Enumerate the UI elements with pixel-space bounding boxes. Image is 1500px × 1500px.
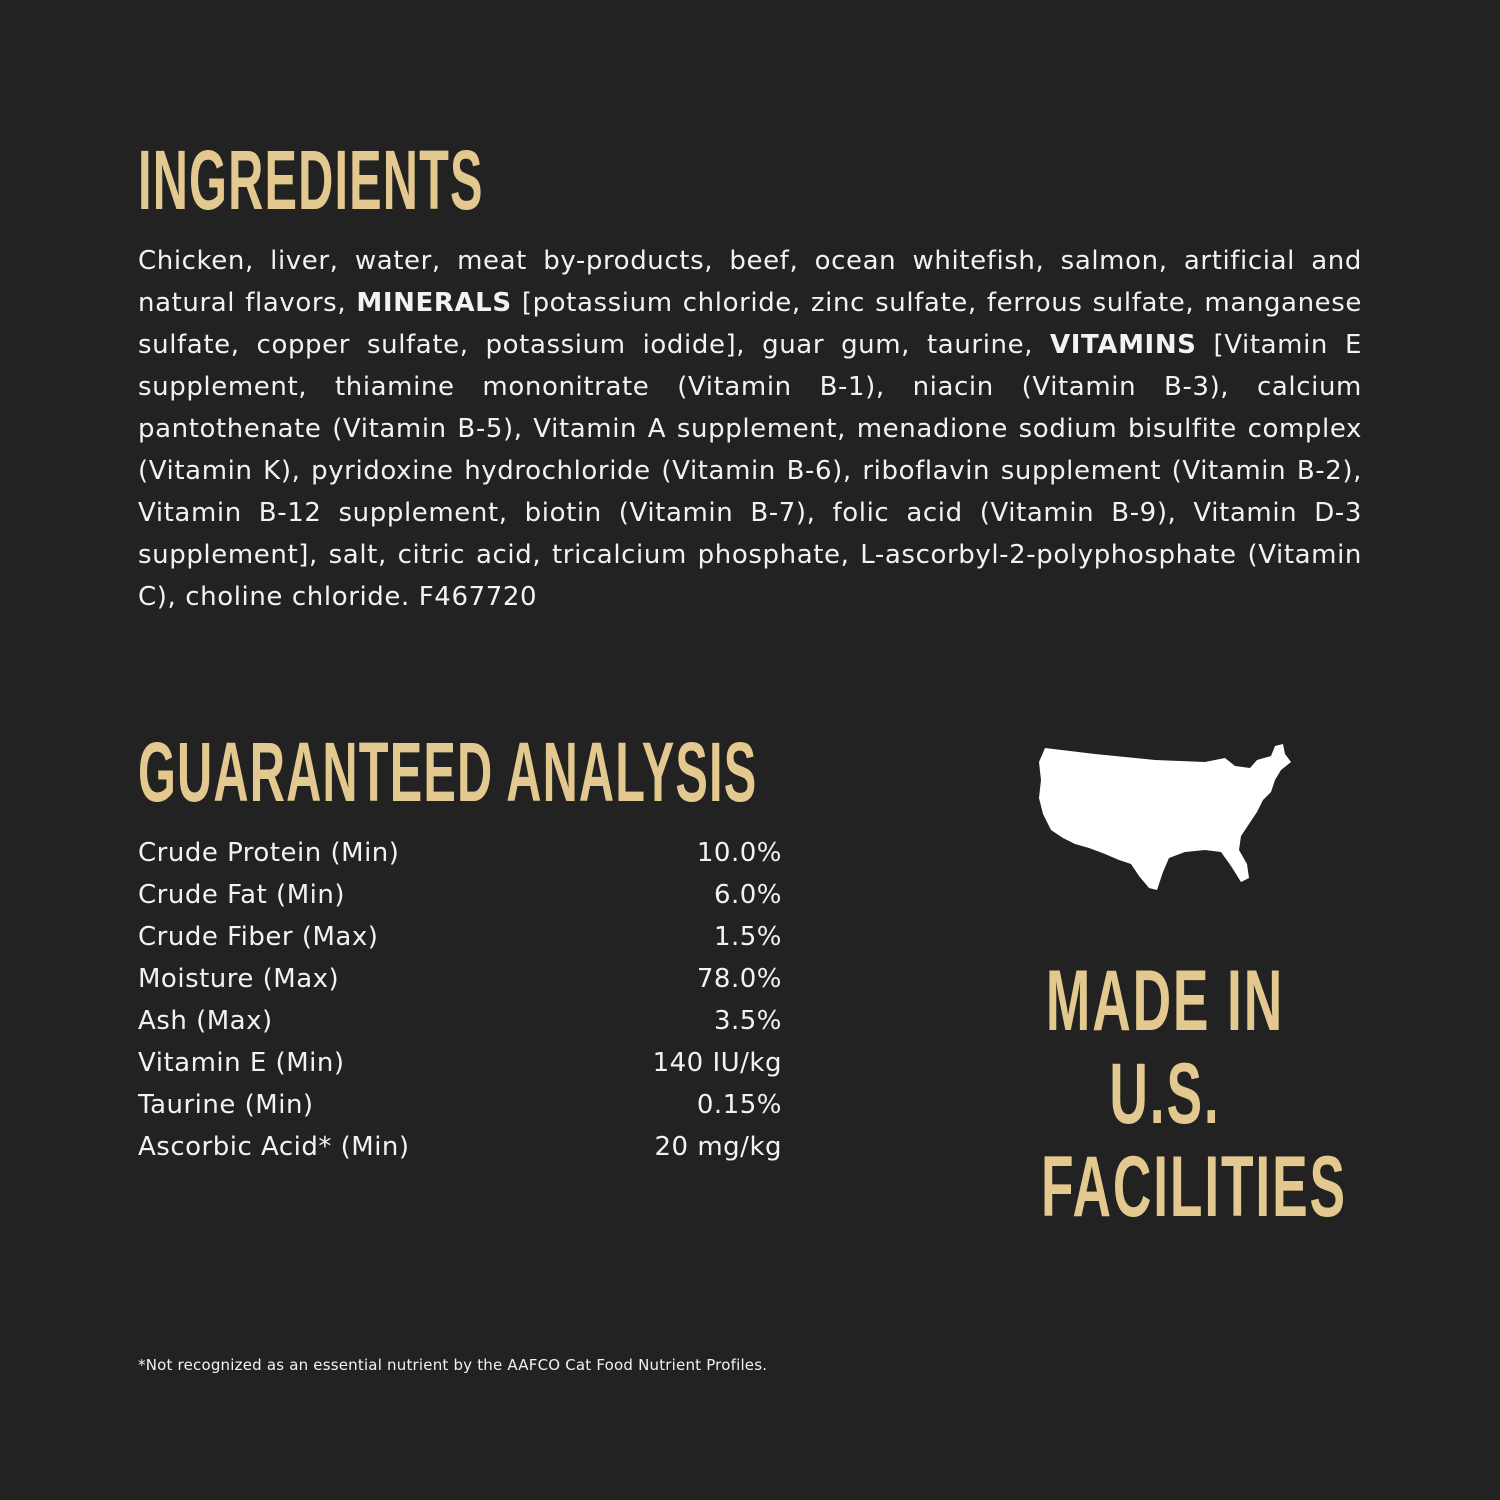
- usa-map-icon: [1039, 744, 1291, 890]
- guaranteed-analysis-table: Crude Protein (Min) 10.0% Crude Fat (Min) 6…: [138, 832, 782, 1168]
- ingredient-text: [Vitamin E supplement, thiamine mononitr…: [138, 330, 1362, 612]
- nutrient-value: 3.5%: [713, 1006, 782, 1036]
- ingredient-group-label: VITAMINS: [1050, 330, 1197, 360]
- ingredients-title: INGREDIENTS: [138, 133, 484, 227]
- ingredient-group-label: MINERALS: [356, 288, 512, 318]
- nutrient-label: Vitamin E (Min): [138, 1048, 345, 1078]
- made-in-line: MADE IN: [1045, 953, 1285, 1049]
- nutrient-value: 140 IU/kg: [652, 1048, 782, 1078]
- ingredient-text: Chicken, liver, water, meat by-products,…: [138, 246, 1362, 318]
- analysis-row: Crude Fat (Min) 6.0%: [138, 874, 782, 916]
- nutrient-label: Ascorbic Acid* (Min): [138, 1132, 410, 1162]
- analysis-row: Ash (Max) 3.5%: [138, 1000, 782, 1042]
- nutrient-label: Moisture (Max): [138, 964, 340, 994]
- nutrient-label: Taurine (Min): [138, 1090, 314, 1120]
- analysis-row: Vitamin E (Min) 140 IU/kg: [138, 1042, 782, 1084]
- nutrient-value: 78.0%: [696, 964, 782, 994]
- nutrient-value: 10.0%: [696, 838, 782, 868]
- nutrient-value: 0.15%: [696, 1090, 782, 1120]
- nutrient-label: Crude Fat (Min): [138, 880, 345, 910]
- ingredients-text: Chicken, liver, water, meat by-products,…: [138, 240, 1362, 618]
- footnote: *Not recognized as an essential nutrient…: [138, 1356, 768, 1374]
- analysis-row: Ascorbic Acid* (Min) 20 mg/kg: [138, 1126, 782, 1168]
- nutrient-label: Ash (Max): [138, 1006, 273, 1036]
- made-in-usa-text: MADE IN U.S. FACILITIES: [965, 955, 1365, 1234]
- analysis-row: Crude Protein (Min) 10.0%: [138, 832, 782, 874]
- nutrient-value: 6.0%: [713, 880, 782, 910]
- analysis-row: Moisture (Max) 78.0%: [138, 958, 782, 1000]
- made-in-line: U.S.: [1109, 1046, 1221, 1142]
- nutrient-value: 20 mg/kg: [654, 1132, 782, 1162]
- analysis-row: Taurine (Min) 0.15%: [138, 1084, 782, 1126]
- nutrient-label: Crude Fiber (Max): [138, 922, 379, 952]
- analysis-row: Crude Fiber (Max) 1.5%: [138, 916, 782, 958]
- ingredient-text: [potassium chloride, zinc sulfate, ferro…: [138, 288, 1362, 360]
- guaranteed-analysis-title: GUARANTEED ANALYSIS: [138, 725, 758, 819]
- nutrient-label: Crude Protein (Min): [138, 838, 400, 868]
- made-in-line: FACILITIES: [1041, 1139, 1347, 1235]
- nutrient-value: 1.5%: [713, 922, 782, 952]
